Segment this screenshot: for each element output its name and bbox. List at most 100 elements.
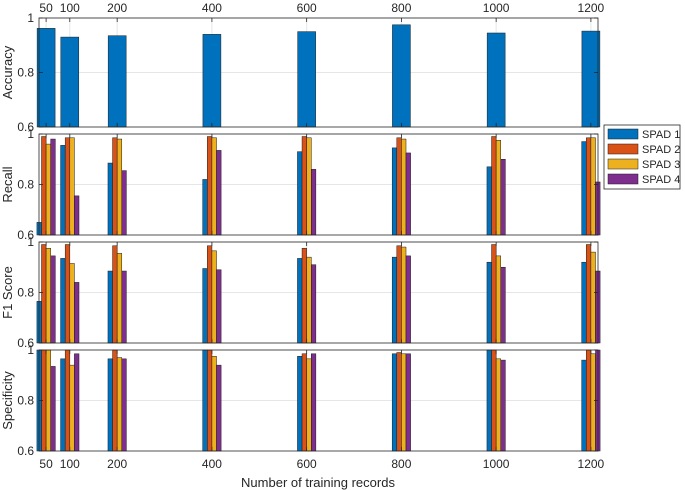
x-tick-label-top: 50: [39, 1, 53, 15]
bar: [202, 268, 208, 344]
bar: [392, 24, 411, 128]
bar: [202, 34, 222, 128]
x-tick-label-top: 1000: [483, 1, 510, 15]
bar: [297, 258, 303, 344]
bar: [116, 253, 123, 344]
bar: [486, 32, 506, 128]
bar: [401, 246, 407, 344]
bar: [116, 138, 123, 236]
bar: [297, 151, 303, 236]
panel-recall: 0.6 0.8 1 Recall: [0, 127, 601, 242]
bar: [590, 137, 596, 236]
bar: [112, 137, 118, 236]
bar: [500, 159, 506, 236]
x-tick-label: 1200: [578, 457, 605, 471]
y-tick-label: 0.8: [17, 394, 34, 408]
bar: [486, 166, 492, 236]
bar: [45, 143, 51, 236]
bar: [41, 244, 47, 344]
bar: [301, 248, 307, 344]
panel-accuracy: 0.6 0.8 1 Accuracy: [0, 11, 601, 134]
bar: [207, 136, 213, 236]
y-tick-label: 1: [27, 127, 34, 141]
bar: [211, 356, 217, 452]
bar: [495, 358, 501, 452]
bar: [495, 255, 501, 344]
x-tick-label: 50: [39, 457, 53, 471]
y-axis-label: Specificity: [0, 371, 15, 430]
bar: [391, 256, 398, 344]
bar: [491, 136, 497, 236]
bar: [74, 353, 80, 452]
bar: [41, 136, 47, 236]
bar: [297, 31, 316, 128]
bar: [500, 359, 506, 452]
y-tick-label: 0.8: [17, 286, 34, 300]
bar: [586, 137, 592, 236]
y-tick-label: 0.8: [17, 66, 34, 80]
bar: [590, 353, 596, 452]
bar: [64, 244, 71, 344]
bar: [69, 364, 75, 452]
bar: [301, 136, 307, 236]
bar: [586, 349, 592, 452]
bar: [306, 256, 312, 344]
bar: [202, 349, 208, 452]
bar: [311, 353, 317, 452]
bar: [211, 250, 217, 344]
x-tick-label-top: 800: [391, 1, 411, 15]
y-axis-label: Recall: [0, 166, 15, 202]
y-tick-label: 1: [27, 343, 34, 357]
x-tick-label-top: 400: [202, 1, 222, 15]
bar: [311, 264, 317, 344]
panel-f1-score: 0.6 0.8 1 F1 Score: [0, 235, 601, 350]
bar: [50, 366, 56, 452]
bar: [401, 353, 407, 452]
bar: [74, 282, 80, 344]
bar: [491, 349, 497, 452]
bar: [45, 248, 51, 344]
bar: [107, 162, 113, 236]
bar: [486, 261, 492, 344]
bar: [401, 138, 407, 236]
panel-specificity: 0.6 0.8 1 Specificity: [0, 343, 601, 458]
bar: [64, 349, 71, 452]
x-tick-label-top: 200: [107, 1, 127, 15]
bar: [405, 255, 411, 344]
bar: [116, 357, 123, 452]
y-tick-label: 0.6: [17, 120, 34, 134]
bar: [107, 35, 127, 128]
bar: [396, 245, 402, 344]
bar: [581, 141, 587, 236]
bar: [216, 269, 222, 344]
x-tick-label: 600: [297, 457, 317, 471]
bar: [405, 152, 411, 236]
legend-swatch: [607, 143, 639, 155]
bar: [60, 145, 66, 236]
bar: [64, 137, 71, 236]
bar: [301, 353, 307, 452]
x-tick-label: 1000: [483, 457, 510, 471]
x-axis-label: Number of training records: [241, 475, 395, 490]
bar: [396, 352, 402, 452]
bar: [391, 353, 398, 452]
bar: [581, 261, 587, 344]
y-tick-label: 0.6: [17, 228, 34, 242]
y-tick-label: 0.8: [17, 178, 34, 192]
bar: [107, 358, 113, 452]
bar: [107, 270, 113, 344]
x-tick-label: 800: [391, 457, 411, 471]
bar: [45, 349, 51, 452]
bar: [69, 137, 75, 236]
bar: [500, 267, 506, 344]
legend-entry-label: SPAD 2: [642, 144, 680, 156]
x-tick-label-top: 100: [60, 1, 80, 15]
legend-entry-label: SPAD 1: [642, 129, 680, 141]
bar: [297, 356, 303, 452]
bar: [50, 138, 56, 236]
bar: [121, 170, 127, 236]
bar: [74, 195, 80, 236]
bar: [491, 244, 497, 344]
bar: [581, 359, 587, 452]
